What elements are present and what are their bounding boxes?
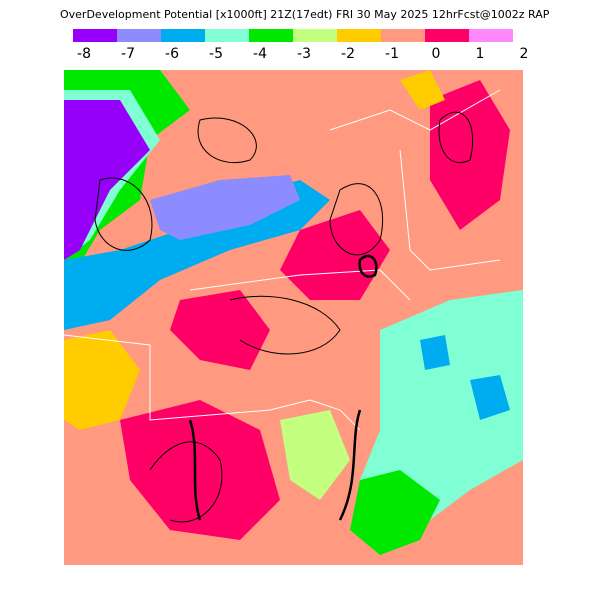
field-area [150, 175, 300, 240]
field-area [280, 210, 390, 300]
field-area [400, 70, 445, 110]
colorbar-swatch [117, 29, 161, 42]
colorbar-swatch [381, 29, 425, 42]
field-area [360, 290, 523, 520]
colorbar-label: -1 [385, 46, 399, 62]
colorbar-swatch [469, 29, 513, 42]
map-title: OverDevelopment Potential [x1000ft] 21Z(… [60, 8, 550, 21]
colorbar-label: 2 [520, 46, 529, 62]
colorbar-swatch [337, 29, 381, 42]
colorbar-swatch [293, 29, 337, 42]
colorbar-swatch [205, 29, 249, 42]
colorbar-swatch [73, 29, 117, 42]
colorbar-label: 0 [432, 46, 441, 62]
contours [94, 111, 474, 523]
field-area [430, 80, 510, 230]
colorbar-label: -5 [209, 46, 223, 62]
borders [64, 89, 501, 431]
colorbar-label: -2 [341, 46, 355, 62]
field-area [350, 470, 440, 555]
colorbar-label: -8 [77, 46, 91, 62]
colorbar-label: 1 [476, 46, 485, 62]
colorbar-label: -4 [253, 46, 267, 62]
map [64, 70, 523, 565]
colorbar: -8 -7 -6 -5 -4 -3 -2 -1 0 1 2 [73, 29, 528, 62]
colorbar-swatch [425, 29, 469, 42]
colorbar-swatch [249, 29, 293, 42]
field-area [280, 410, 350, 500]
field-area [64, 100, 150, 260]
field-area [64, 330, 140, 430]
contours-bold [188, 254, 378, 521]
field-area [170, 290, 270, 370]
colorbar-label: -7 [121, 46, 135, 62]
colorbar-swatch [161, 29, 205, 42]
colorbar-label: -3 [297, 46, 311, 62]
field-area [120, 400, 280, 540]
field-area [420, 335, 510, 420]
colorbar-label: -6 [165, 46, 179, 62]
